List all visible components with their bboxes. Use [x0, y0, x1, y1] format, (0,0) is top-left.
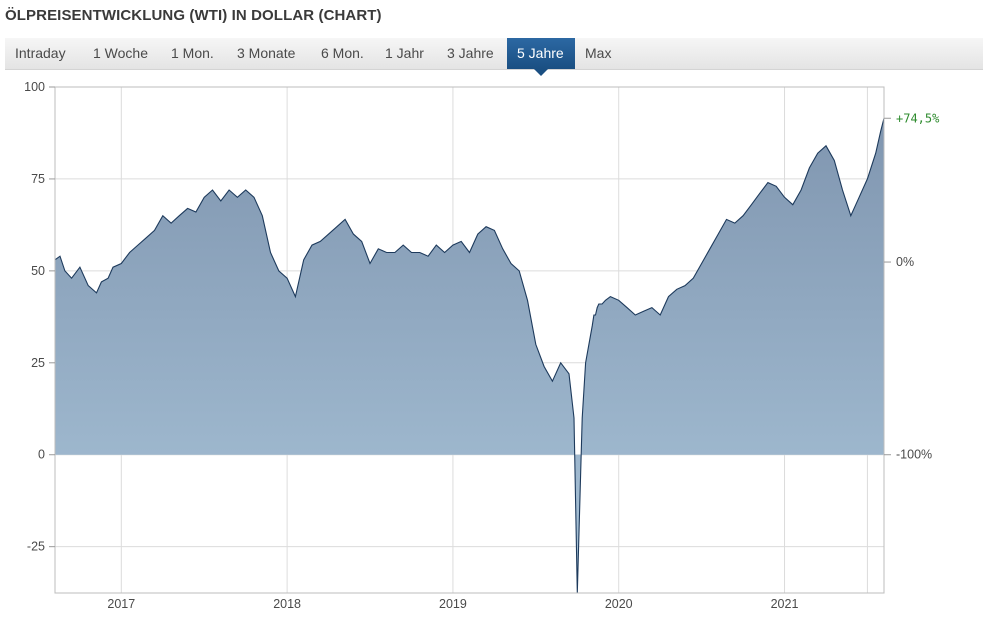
x-tick-label: 2021 — [771, 597, 799, 611]
secondary-tick-label: -100% — [896, 448, 932, 462]
tab-3-monate[interactable]: 3 Monate — [237, 45, 296, 61]
price-line — [54, 118, 885, 594]
time-range-tabs: Intraday 1 Woche 1 Mon. 3 Monate 6 Mon. … — [5, 38, 983, 76]
y-tick-label: 100 — [24, 80, 45, 94]
tab-1-mon[interactable]: 1 Mon. — [171, 45, 214, 61]
y-tick-label: 75 — [31, 172, 45, 186]
x-tick-label: 2017 — [107, 597, 135, 611]
plot-frame — [54, 86, 885, 594]
tab-1-jahr[interactable]: 1 Jahr — [385, 45, 424, 61]
y-tick-label: 25 — [31, 356, 45, 370]
tab-1-woche[interactable]: 1 Woche — [93, 45, 148, 61]
tab-6-mon[interactable]: 6 Mon. — [321, 45, 364, 61]
y-tick-label: 50 — [31, 264, 45, 278]
x-tick-label: 2020 — [605, 597, 633, 611]
x-tick-label: 2019 — [439, 597, 467, 611]
chart-title: ÖLPREISENTWICKLUNG (WTI) IN DOLLAR (CHAR… — [5, 7, 382, 24]
secondary-tick-label: +74,5% — [896, 111, 940, 125]
secondary-tick-label: 0% — [896, 255, 914, 269]
y-tick-label: -25 — [27, 540, 45, 554]
price-area — [55, 118, 884, 594]
tab-5-jahre[interactable]: 5 Jahre — [507, 38, 575, 76]
y-tick-label: 0 — [38, 448, 45, 462]
tab-max[interactable]: Max — [585, 45, 612, 61]
x-tick-label: 2018 — [273, 597, 301, 611]
tab-intraday[interactable]: Intraday — [15, 45, 66, 61]
tab-3-jahre[interactable]: 3 Jahre — [447, 45, 494, 61]
axes: 100 75 50 25 0 -25 2017 2018 2019 2020 2021 +74,5% 0… — [24, 80, 940, 611]
